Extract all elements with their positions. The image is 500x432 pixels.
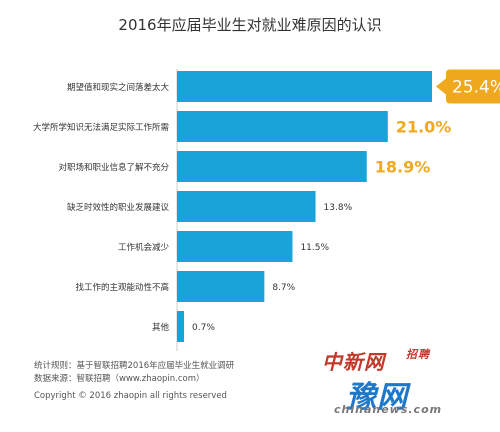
category-label: 期望值和现实之间落差太大	[67, 82, 170, 93]
category-label: 找工作的主观能动性不高	[75, 282, 169, 293]
bar	[177, 231, 293, 262]
value-label: 25.4%	[452, 78, 500, 98]
category-label: 对职场和职业信息了解不充分	[58, 162, 169, 173]
watermark-yuwang: 豫网	[346, 380, 408, 415]
footer-stats-rule: 统计规则：基于智联招聘2016年应届毕业生就业调研	[34, 361, 235, 371]
bar	[177, 151, 367, 182]
footer-copyright: Copyright © 2016 zhaopin all rights rese…	[34, 391, 227, 401]
bar	[177, 71, 432, 102]
value-callout	[436, 69, 500, 104]
bar	[177, 111, 388, 142]
value-label: 8.7%	[272, 283, 295, 293]
category-label: 其他	[152, 322, 170, 333]
watermark-site: chinanews.com	[334, 403, 443, 416]
value-label: 13.8%	[324, 203, 353, 213]
chart-title: 2016年应届毕业生对就业难原因的认识	[118, 16, 382, 34]
watermark-chinanews: 中新网	[322, 350, 385, 374]
category-label: 大学所学知识无法满足实际工作所需	[33, 122, 169, 133]
bar	[177, 271, 265, 302]
value-label: 11.5%	[300, 243, 329, 253]
value-label: 21.0%	[396, 118, 452, 137]
value-label: 18.9%	[375, 158, 431, 177]
category-label: 缺乏时效性的职业发展建议	[67, 202, 170, 213]
footer-data-source: 数据来源：智联招聘（www.zhaopin.com）	[34, 374, 205, 384]
watermark-zhaopin-small: 招聘	[406, 348, 430, 361]
value-label: 0.7%	[192, 323, 215, 333]
bar	[177, 191, 316, 222]
bar	[177, 311, 185, 342]
category-label: 工作机会减少	[118, 242, 170, 253]
